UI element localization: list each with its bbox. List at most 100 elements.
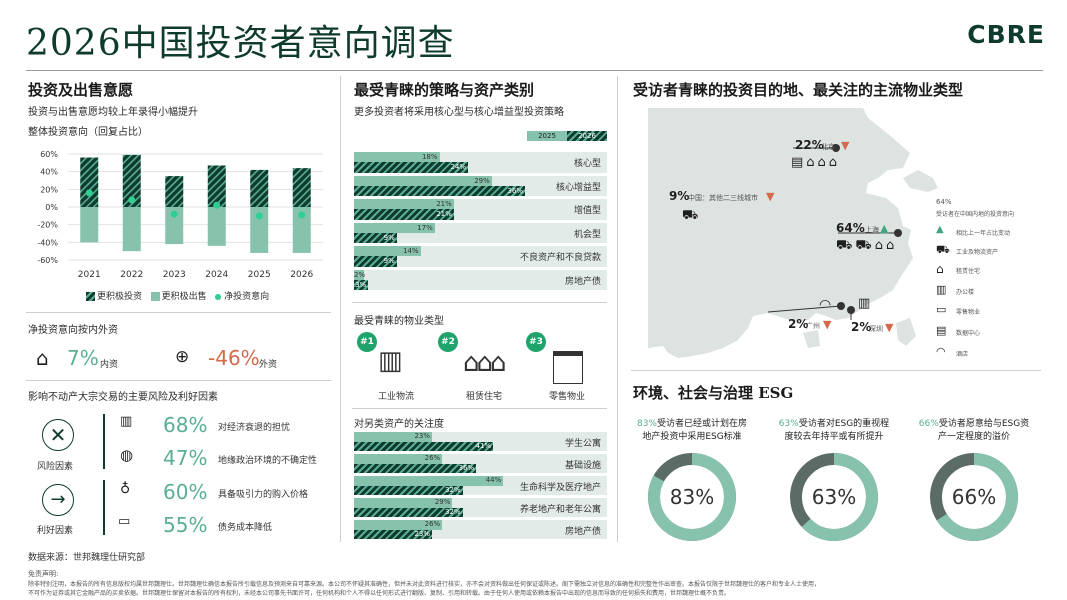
bar-sell	[292, 207, 311, 253]
risk-heading: 影响不动产大宗交易的主要风险及利好因素	[28, 392, 218, 403]
legend-sell: 更积极出售	[161, 292, 207, 302]
legend-office-icon: ▥	[936, 283, 947, 296]
donut-value	[790, 453, 878, 541]
esg-caption-3: 66%受访者愿意给与ESG资 产一定程度的溢价	[918, 419, 1030, 442]
legend-up-icon: ▲	[936, 224, 944, 235]
bar-2026: 24%	[354, 162, 468, 173]
bar-2026: 41%	[354, 441, 494, 451]
bar-2026: 21%	[354, 209, 454, 220]
alternative-assets-chart: 23% 41% 学生公寓 26% 36% 基础设施 44% 32% 生命科学及医疗地产 29% 32…	[354, 432, 607, 542]
x-tick-label: 2022	[120, 270, 143, 280]
bar-invest	[250, 169, 269, 207]
legend-retail-icon: ▭	[936, 303, 947, 316]
warehouse-icon: ▥	[378, 346, 403, 376]
bar-sell	[122, 207, 141, 252]
bar-sell	[207, 207, 226, 246]
benefit-item-2-pct: 55%	[163, 513, 208, 537]
legend-invest-swatch	[86, 292, 95, 301]
legend-net-swatch	[215, 293, 222, 300]
storefront-icon	[553, 351, 583, 384]
net-point	[170, 210, 178, 218]
tier2-label: 中国：其他二三线城市	[688, 194, 758, 202]
tier2-down-arrow-icon: ▼	[766, 190, 775, 203]
esg-caption-2: 63%受访者对ESG的重视程 度较去年持平或有所提升	[778, 419, 890, 442]
esg-caption-1: 83%受访者已经或计划在房 地产投资中采用ESG标准	[636, 419, 748, 442]
benefit-item-1-text: 具备吸引力的购入价格	[218, 490, 309, 500]
bar-2025: 2%	[354, 269, 366, 280]
shanghai-icons: ⛟⛟⌂⌂	[836, 238, 898, 253]
rank-1-badge: #1	[357, 332, 377, 352]
bar-2026: 32%	[354, 507, 463, 517]
bar-2025: 21%	[354, 199, 454, 210]
x-tick-label: 2023	[163, 270, 186, 280]
chart-legend: 更积极投资 更积极出售 净投资意向	[86, 289, 269, 302]
bar-2026: 3%	[354, 279, 369, 290]
bar-2026: 9%	[354, 232, 397, 243]
bar-row-label: 生命科学及医疗地产	[519, 482, 601, 493]
esg-heading: 环境、社会与治理 ESG	[633, 384, 794, 402]
legend-retail: 零售物业	[956, 309, 981, 316]
legend-2026: 2026	[567, 131, 607, 141]
guangzhou-hotel-icon: ◠	[819, 297, 832, 313]
bar-2025: 18%	[354, 152, 440, 163]
source-note: 数据来源：世邦魏理仕研究部	[28, 553, 146, 563]
strategy-chart: 18% 24% 核心型 29% 36% 核心增益型 21% 21% 增值型 17% 9% 机会型 14%…	[354, 152, 607, 294]
section2-sub: 更多投资者将采用核心型与核心增益型投资策略	[354, 107, 564, 118]
bar-2025: 26%	[354, 454, 443, 464]
domestic-value: 7%	[67, 346, 99, 370]
shenzhen-pct: 2%	[851, 320, 872, 334]
section1-sub: 投资与出售意愿均较上年录得小幅提升	[28, 107, 198, 118]
bar-invest	[165, 176, 184, 207]
china-map	[648, 108, 938, 358]
shanghai-label: 上海	[865, 226, 879, 234]
disclaimer-title: 免责声明:	[28, 570, 59, 578]
bar-row-bg	[354, 269, 607, 290]
bar-invest	[80, 157, 99, 207]
bar-invest	[122, 154, 141, 207]
net-point	[128, 196, 136, 204]
risk-item-1-pct: 68%	[163, 413, 208, 437]
x-tick-label: 2026	[290, 270, 313, 280]
divider	[26, 380, 331, 381]
property-1-label: 工业物流	[378, 392, 415, 402]
benefit-label: 利好因素	[37, 526, 74, 536]
benefit-arrow-icon: →	[42, 484, 74, 516]
globe-icon: ◍	[120, 446, 134, 464]
foreign-label: 外资	[259, 360, 278, 370]
esg-donuts: 83% 63% 66%	[648, 453, 1018, 541]
shenzhen-down-arrow-icon: ▼	[885, 321, 894, 334]
benefit-item-2-text: 债务成本降低	[218, 523, 273, 533]
property-heading: 最受青睐的物业类型	[354, 316, 444, 327]
title-divider	[26, 70, 1043, 71]
net-point	[213, 201, 221, 209]
bar-sell	[250, 207, 269, 253]
bar-invest	[207, 165, 226, 207]
risk-item-2-text: 地缘政治环境的不确定性	[218, 456, 318, 466]
guangzhou-pct: 2%	[788, 317, 809, 331]
bar-2025: 44%	[354, 476, 504, 486]
tier2-pct: 9%	[669, 189, 690, 203]
divider	[352, 408, 607, 409]
bar-row-label: 核心型	[573, 159, 601, 170]
disclaimer-line-1: 除非特别注明，本报告的所有信息版权均属世邦魏理仕。世邦魏理仕确信本报告所引载信息…	[28, 581, 821, 588]
divider	[631, 370, 1041, 371]
bar-row-label: 房地产债	[564, 526, 601, 537]
property-2-label: 租赁住宅	[466, 392, 503, 402]
legend-net: 净投资意向	[224, 292, 270, 302]
beijing-icons: ▤⌂⌂⌂	[791, 155, 841, 170]
y-tick-label: 20%	[40, 185, 58, 194]
bar-2026: 9%	[354, 256, 397, 267]
y-tick-label: 40%	[40, 168, 58, 177]
bar-chart-icon: ▥	[120, 414, 133, 429]
bar-row-label: 机会型	[573, 229, 601, 240]
houses-icon: ⌂⌂⌂	[463, 348, 506, 378]
x-tick-label: 2021	[78, 270, 101, 280]
legend-datacenter: 数据中心	[956, 330, 981, 337]
y-tick-label: -60%	[37, 256, 58, 265]
bar-2025: 29%	[354, 498, 453, 508]
investment-intention-chart: 60% 40% 20% 0% -20% -40% -60% 2021 2022 2023 2024 2…	[37, 150, 323, 280]
map-taiwan	[896, 318, 916, 346]
bar-2025: 14%	[354, 246, 421, 257]
bar-2025: 17%	[354, 222, 435, 233]
map-land	[648, 108, 913, 358]
